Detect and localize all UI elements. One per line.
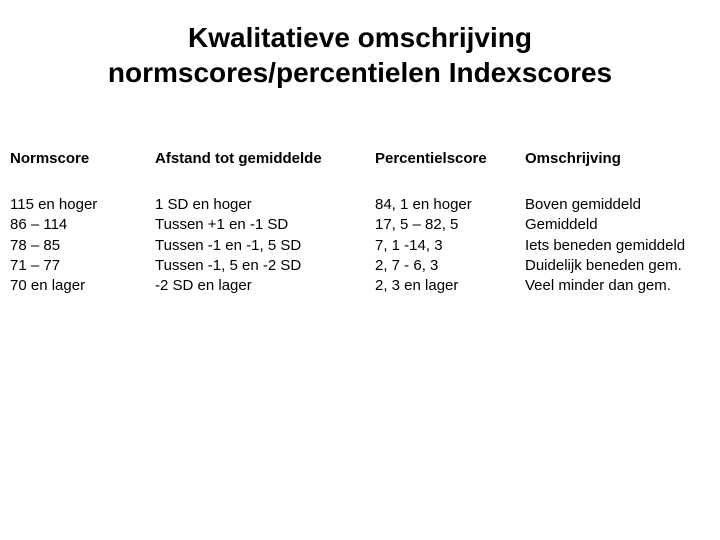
cell-omschrijving: Boven gemiddeld: [525, 195, 710, 215]
cell-percentiel: 2, 7 - 6, 3: [375, 256, 525, 276]
cell-omschrijving: Veel minder dan gem.: [525, 276, 710, 296]
table-row: 78 – 85 Tussen -1 en -1, 5 SD 7, 1 -14, …: [10, 236, 710, 256]
cell-omschrijving: Duidelijk beneden gem.: [525, 256, 710, 276]
cell-afstand: Tussen -1 en -1, 5 SD: [155, 236, 375, 256]
cell-percentiel: 7, 1 -14, 3: [375, 236, 525, 256]
table-container: Normscore Afstand tot gemiddelde Percent…: [10, 150, 710, 296]
normscore-table: Normscore Afstand tot gemiddelde Percent…: [10, 150, 710, 296]
cell-afstand: Tussen +1 en -1 SD: [155, 215, 375, 235]
table-row: 86 – 114 Tussen +1 en -1 SD 17, 5 – 82, …: [10, 215, 710, 235]
cell-afstand: -2 SD en lager: [155, 276, 375, 296]
cell-afstand: 1 SD en hoger: [155, 195, 375, 215]
cell-percentiel: 2, 3 en lager: [375, 276, 525, 296]
cell-normscore: 115 en hoger: [10, 195, 155, 215]
page-title: Kwalitatieve omschrijving normscores/per…: [10, 20, 710, 90]
cell-normscore: 86 – 114: [10, 215, 155, 235]
cell-normscore: 70 en lager: [10, 276, 155, 296]
cell-omschrijving: Gemiddeld: [525, 215, 710, 235]
col-header-normscore: Normscore: [10, 150, 155, 195]
table-row: 70 en lager -2 SD en lager 2, 3 en lager…: [10, 276, 710, 296]
col-header-percentiel: Percentielscore: [375, 150, 525, 195]
col-header-omschrijving: Omschrijving: [525, 150, 710, 195]
cell-omschrijving: Iets beneden gemiddeld: [525, 236, 710, 256]
cell-afstand: Tussen -1, 5 en -2 SD: [155, 256, 375, 276]
cell-percentiel: 84, 1 en hoger: [375, 195, 525, 215]
col-header-afstand: Afstand tot gemiddelde: [155, 150, 375, 195]
table-row: 71 – 77 Tussen -1, 5 en -2 SD 2, 7 - 6, …: [10, 256, 710, 276]
table-header-row: Normscore Afstand tot gemiddelde Percent…: [10, 150, 710, 195]
cell-percentiel: 17, 5 – 82, 5: [375, 215, 525, 235]
cell-normscore: 71 – 77: [10, 256, 155, 276]
cell-normscore: 78 – 85: [10, 236, 155, 256]
table-row: 115 en hoger 1 SD en hoger 84, 1 en hoge…: [10, 195, 710, 215]
